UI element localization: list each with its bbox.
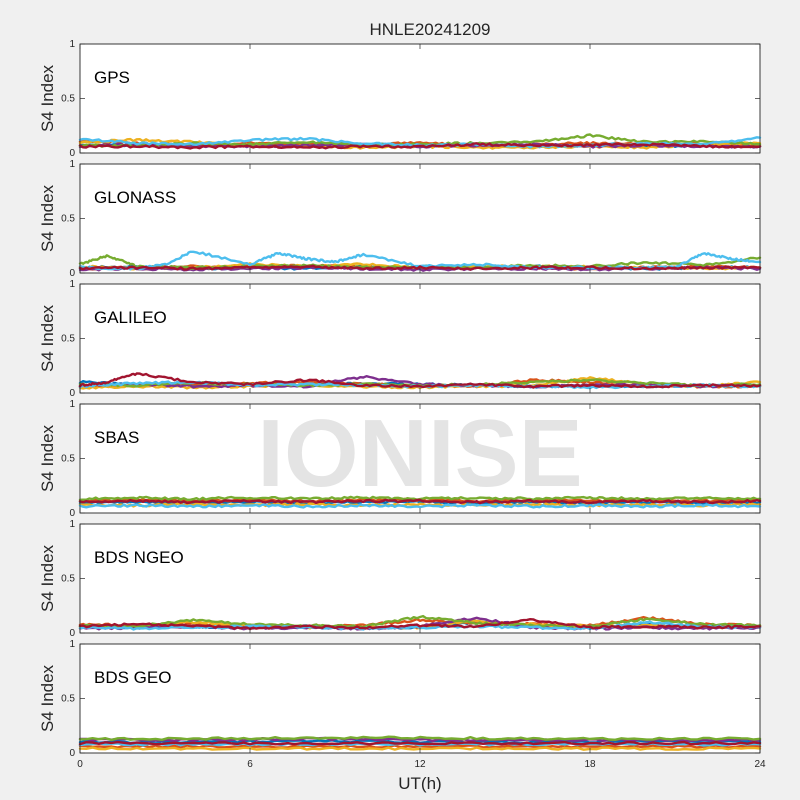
x-tick-label: 6 — [247, 759, 253, 770]
y-tick-label: 0.5 — [61, 334, 75, 345]
watermark-text: IONISE — [257, 400, 582, 507]
y-tick-label: 0 — [69, 508, 75, 519]
y-tick-label: 0.5 — [61, 94, 75, 105]
series-line — [78, 740, 762, 746]
y-tick-label: 0 — [69, 268, 75, 279]
panel-label: GLONASS — [94, 188, 176, 207]
panel-label: SBAS — [94, 428, 139, 447]
y-tick-label: 0 — [69, 388, 75, 399]
panels-group: 0 0.5 1 S4 Index GPS 0 0.5 1 S4 Index GLONASS 0 0.5… — [38, 39, 766, 770]
y-axis-label: S4 Index — [38, 64, 57, 132]
panel-label: BDS NGEO — [94, 548, 184, 567]
y-axis-label: S4 Index — [38, 424, 57, 492]
y-axis-label: S4 Index — [38, 544, 57, 612]
y-tick-label: 1 — [69, 159, 75, 170]
y-axis-label: S4 Index — [38, 184, 57, 252]
series-line — [78, 372, 762, 389]
y-tick-label: 1 — [69, 39, 75, 50]
series-line — [78, 503, 762, 509]
plot-area — [79, 163, 761, 274]
y-tick-label: 0.5 — [61, 454, 75, 465]
panel-galileo: 0 0.5 1 S4 Index GALILEO — [38, 279, 762, 399]
x-tick-label: 12 — [414, 759, 426, 770]
panel-label: BDS GEO — [94, 668, 171, 687]
chart-title: HNLE20241209 — [370, 20, 491, 39]
panel-label: GPS — [94, 68, 130, 87]
y-tick-label: 0 — [69, 748, 75, 759]
y-tick-label: 1 — [69, 279, 75, 290]
panel-glonass: 0 0.5 1 S4 Index GLONASS — [38, 159, 762, 279]
y-tick-label: 0.5 — [61, 694, 75, 705]
series-line — [78, 498, 762, 505]
y-axis-label: S4 Index — [38, 664, 57, 732]
plot-area — [79, 43, 761, 154]
series-line — [78, 142, 762, 150]
series-line — [78, 618, 762, 631]
y-tick-label: 0 — [69, 628, 75, 639]
x-tick-label: 24 — [754, 759, 766, 770]
series-line — [78, 735, 762, 742]
x-axis-label: UT(h) — [398, 774, 441, 793]
panel-bds-ngeo: 0 0.5 1 S4 Index BDS NGEO — [38, 519, 762, 639]
panel-bds-geo: 0 0.5 1 0 6 12 18 24 S4 Index BDS GEO — [38, 639, 766, 770]
series-line — [78, 614, 762, 629]
y-tick-label: 0.5 — [61, 214, 75, 225]
panel-sbas: 0 0.5 1 S4 Index SBAS — [38, 399, 762, 519]
panel-label: GALILEO — [94, 308, 167, 327]
y-tick-label: 1 — [69, 399, 75, 410]
panel-gps: 0 0.5 1 S4 Index GPS — [38, 39, 762, 159]
y-tick-label: 0 — [69, 148, 75, 159]
plot-area — [79, 283, 761, 394]
plot-area — [79, 643, 761, 754]
series-line — [78, 264, 762, 271]
x-tick-label: 0 — [77, 759, 83, 770]
series-line — [78, 133, 762, 149]
plot-area — [79, 523, 761, 634]
y-tick-label: 1 — [69, 639, 75, 650]
y-tick-label: 0.5 — [61, 574, 75, 585]
y-tick-label: 1 — [69, 519, 75, 530]
y-axis-label: S4 Index — [38, 304, 57, 372]
series-line — [78, 250, 762, 271]
x-tick-label: 18 — [584, 759, 596, 770]
